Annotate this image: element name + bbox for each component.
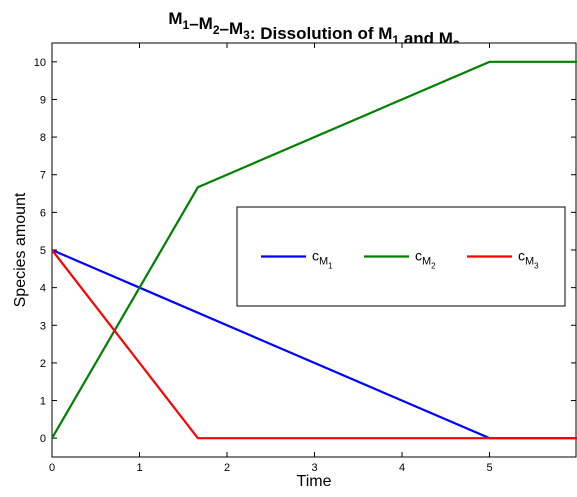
x-tick-label: 0: [49, 462, 55, 474]
series-lines: [51, 60, 577, 440]
y-tick-label: 6: [40, 207, 46, 219]
y-tick-label: 4: [40, 283, 46, 295]
x-tick-label: 4: [399, 462, 405, 474]
y-tick-label: 3: [40, 320, 46, 332]
x-tick-label: 3: [311, 462, 317, 474]
y-tick-label: 7: [40, 170, 46, 182]
y-tick-label: 8: [40, 132, 46, 144]
y-tick-label: 0: [40, 433, 46, 445]
x-tick-label: 2: [224, 462, 230, 474]
y-tick-label: 2: [40, 358, 46, 370]
x-axis-label: Time: [297, 473, 332, 490]
series-line-m2: [51, 60, 577, 439]
series-line-m3: [51, 249, 577, 440]
x-tick-label: 5: [486, 462, 492, 474]
y-tick-label: 1: [40, 396, 46, 408]
x-axis: 0 1 2 3 4 5: [49, 43, 493, 474]
chart-title: M1–M2–M3: Dissolution of M1 and M3: [168, 9, 460, 52]
chart-title-text: M1–M2–M3: Dissolution of M1 and M3: [168, 9, 460, 52]
x-tick-label: 1: [136, 462, 142, 474]
y-tick-label: 5: [40, 245, 46, 257]
y-tick-label: 9: [40, 94, 46, 106]
y-tick-label: 10: [34, 57, 46, 69]
y-axis-label: Species amount: [12, 192, 29, 307]
